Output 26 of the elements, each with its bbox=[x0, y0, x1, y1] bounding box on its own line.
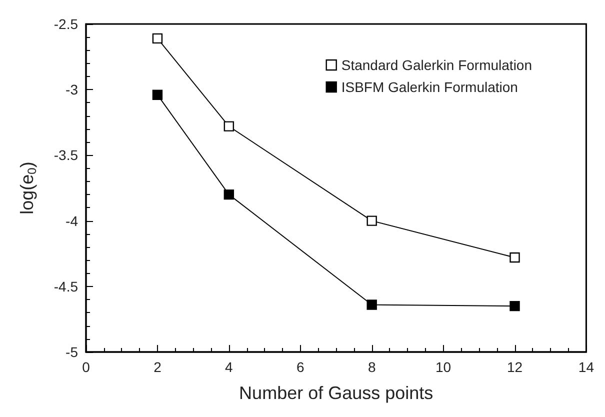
y-tick-label: -4.5 bbox=[54, 278, 78, 294]
point bbox=[366, 300, 377, 310]
y-axis-title: log(e0) bbox=[17, 162, 39, 214]
y-tick-label: -2.5 bbox=[54, 16, 78, 32]
point bbox=[152, 33, 163, 44]
point bbox=[152, 90, 163, 100]
x-tick-label: 2 bbox=[154, 359, 162, 375]
y-tick-label: -3 bbox=[66, 82, 78, 98]
x-tick-label: 4 bbox=[225, 359, 234, 375]
point bbox=[366, 216, 377, 226]
x-tick-label: 14 bbox=[578, 359, 594, 375]
point bbox=[510, 300, 520, 312]
y-tick-label: -3.5 bbox=[54, 147, 78, 164]
x-tick-label: 6 bbox=[296, 359, 304, 375]
point bbox=[224, 121, 234, 132]
x-tick-label: 0 bbox=[82, 359, 90, 375]
x-tick-label: 10 bbox=[436, 359, 452, 375]
legend-label: ISBFM Galerkin Formulation bbox=[341, 79, 518, 95]
point bbox=[510, 252, 520, 263]
x-tick-label: 8 bbox=[368, 359, 376, 375]
legend-label: Standard Galerkin Formulation bbox=[341, 57, 532, 73]
y-tick-label: -4 bbox=[66, 212, 78, 229]
point bbox=[224, 189, 234, 200]
x-tick-label: 12 bbox=[506, 359, 523, 375]
x-axis-title: Number of Gauss points bbox=[239, 383, 434, 403]
y-tick-label: -5 bbox=[66, 344, 78, 360]
